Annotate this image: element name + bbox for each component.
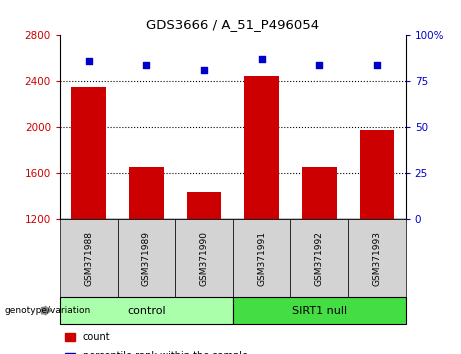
Point	[85, 58, 92, 64]
Bar	[187, 192, 221, 219]
Point	[200, 68, 207, 73]
Bar	[244, 76, 279, 219]
Text: GSM371989: GSM371989	[142, 231, 151, 286]
Text: genotype/variation: genotype/variation	[5, 306, 91, 315]
Text: percentile rank within the sample: percentile rank within the sample	[83, 352, 248, 354]
Text: GSM371990: GSM371990	[200, 231, 208, 286]
Text: GSM371993: GSM371993	[372, 231, 381, 286]
Point	[315, 62, 323, 68]
Text: GSM371992: GSM371992	[315, 231, 324, 286]
Text: SIRT1 null: SIRT1 null	[292, 306, 347, 316]
Text: GSM371988: GSM371988	[84, 231, 93, 286]
Bar	[360, 130, 394, 219]
Point	[142, 62, 150, 68]
Text: GSM371991: GSM371991	[257, 231, 266, 286]
Point	[258, 57, 266, 62]
Point	[373, 62, 381, 68]
Bar	[302, 166, 337, 219]
Text: control: control	[127, 306, 165, 316]
Text: count: count	[83, 332, 111, 342]
Title: GDS3666 / A_51_P496054: GDS3666 / A_51_P496054	[146, 18, 319, 32]
Bar	[71, 87, 106, 219]
Bar	[129, 166, 164, 219]
